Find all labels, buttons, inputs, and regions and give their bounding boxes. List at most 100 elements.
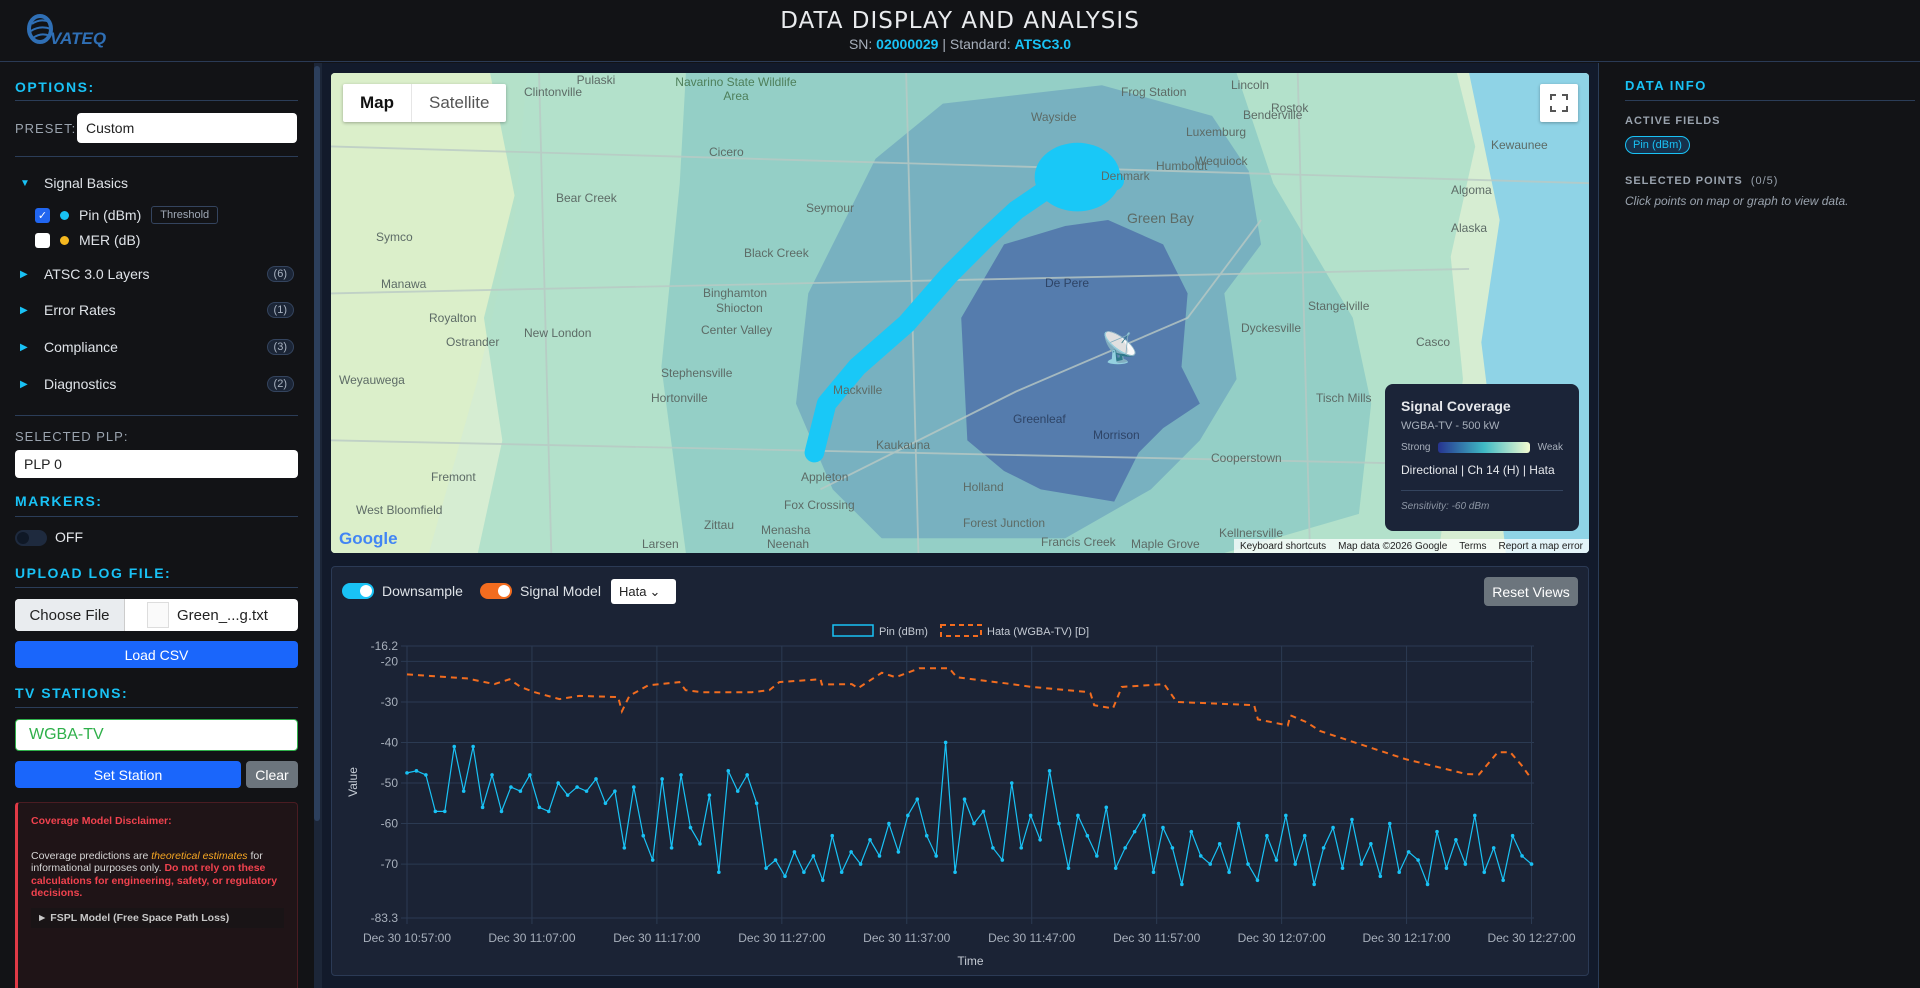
fullscreen-icon bbox=[1550, 94, 1568, 112]
choose-file-button[interactable]: Choose File bbox=[15, 599, 125, 631]
pin-data-point bbox=[754, 801, 759, 806]
map-town: Stephensville bbox=[661, 366, 733, 380]
satellite-tab[interactable]: Satellite bbox=[429, 93, 490, 112]
pin-data-point bbox=[509, 785, 513, 789]
pin-data-point bbox=[641, 833, 646, 838]
terms-link[interactable]: Terms bbox=[1459, 540, 1487, 552]
x-tick-label: Dec 30 12:17:00 bbox=[1363, 931, 1451, 945]
divider bbox=[15, 516, 298, 517]
pin-checkbox[interactable]: ✓ bbox=[35, 207, 50, 223]
map-town: Forest Junction bbox=[963, 516, 1046, 530]
active-field-pill[interactable]: Pin (dBm) bbox=[1625, 136, 1690, 154]
preset-select[interactable]: Custom bbox=[77, 113, 297, 143]
pin-data-point bbox=[1444, 866, 1449, 870]
sidebar-scroll-thumb[interactable] bbox=[314, 66, 320, 821]
mer-checkbox[interactable] bbox=[35, 232, 50, 248]
field-pin[interactable]: ✓ Pin (dBm) Threshold bbox=[35, 206, 275, 224]
pin-data-point bbox=[433, 809, 438, 814]
divider bbox=[15, 156, 298, 157]
map-canvas bbox=[331, 73, 1589, 553]
station-input[interactable]: WGBA-TV bbox=[15, 719, 298, 751]
pin-data-point bbox=[1236, 821, 1241, 826]
logo-text: VATEQ bbox=[50, 29, 106, 48]
disclaimer-text: Coverage predictions are theoretical est… bbox=[31, 850, 284, 900]
group-label: Error Rates bbox=[44, 302, 116, 318]
pin-data-point bbox=[820, 878, 825, 883]
map-tab[interactable]: Map bbox=[343, 84, 412, 122]
set-station-button[interactable]: Set Station bbox=[15, 761, 241, 788]
pin-data-point bbox=[1113, 866, 1118, 870]
x-tick-label: Dec 30 11:07:00 bbox=[488, 931, 576, 945]
group-signal-basics[interactable]: ▼ Signal Basics bbox=[20, 175, 294, 191]
group-atsc-layers[interactable]: ▶ ATSC 3.0 Layers (6) bbox=[20, 266, 294, 282]
pin-data-point bbox=[735, 789, 740, 793]
pin-data-point bbox=[650, 858, 655, 862]
fullscreen-button[interactable] bbox=[1540, 84, 1578, 122]
file-input[interactable]: Choose File Green_...g.txt bbox=[15, 599, 298, 631]
pin-data-point bbox=[1491, 846, 1496, 850]
pin-data-point bbox=[480, 805, 485, 810]
signal-chart[interactable]: -16.2-20 -30 -40 -50 -60 -70 -83.3 Dec 30 10:57… bbox=[331, 566, 1589, 976]
caret-right-icon: ▶ bbox=[20, 268, 28, 280]
emphasis: theoretical estimates bbox=[151, 849, 248, 862]
caret-down-icon: ▼ bbox=[20, 177, 30, 189]
map-town: Benderville bbox=[1243, 108, 1303, 122]
mer-color-dot bbox=[60, 235, 69, 245]
file-name: Green_...g.txt bbox=[177, 606, 268, 624]
y-tick-label: -40 bbox=[381, 735, 399, 749]
map-town: Algoma bbox=[1451, 183, 1492, 197]
load-csv-button[interactable]: Load CSV bbox=[15, 641, 298, 668]
signal-model-select[interactable]: Hata ⌄ bbox=[611, 579, 676, 604]
count-badge: (3) bbox=[266, 339, 294, 355]
map-town: Clintonville bbox=[524, 85, 583, 99]
map-town: Manawa bbox=[381, 277, 427, 291]
pin-data-point bbox=[1416, 858, 1420, 862]
legend-label-pin: Pin (dBm) bbox=[879, 626, 928, 638]
markers-toggle[interactable] bbox=[15, 530, 47, 546]
downsample-label: Downsample bbox=[382, 583, 463, 599]
pin-data-point bbox=[1028, 813, 1033, 818]
pin-data-point bbox=[1529, 862, 1534, 866]
pin-data-point bbox=[452, 744, 457, 749]
group-compliance[interactable]: ▶ Compliance (3) bbox=[20, 339, 294, 355]
coverage-map[interactable]: Clintonville Bear Creek Cicero Seymour B… bbox=[331, 73, 1589, 553]
map-town: Kaukauna bbox=[876, 438, 931, 452]
map-town: Appleton bbox=[801, 470, 849, 484]
group-error-rates[interactable]: ▶ Error Rates (1) bbox=[20, 302, 294, 318]
clear-button[interactable]: Clear bbox=[246, 761, 298, 788]
pin-data-point bbox=[1302, 833, 1307, 838]
track-cluster[interactable] bbox=[1034, 142, 1121, 212]
page-title: DATA DISPLAY AND ANALYSIS bbox=[780, 8, 1140, 34]
reset-views-button[interactable]: Reset Views bbox=[1484, 577, 1578, 606]
group-diagnostics[interactable]: ▶ Diagnostics (2) bbox=[20, 376, 294, 392]
pin-data-point bbox=[1038, 837, 1042, 842]
pin-data-point bbox=[783, 874, 787, 879]
pin-data-point bbox=[1208, 862, 1213, 866]
divider bbox=[15, 707, 298, 708]
selection-hint: Click points on map or graph to view dat… bbox=[1625, 194, 1849, 208]
transmitter-marker-icon[interactable]: 📡 bbox=[1101, 332, 1139, 365]
pin-data-point bbox=[887, 821, 891, 826]
threshold-button[interactable]: Threshold bbox=[151, 206, 219, 224]
fspl-model-toggle[interactable]: ► FSPL Model (Free Space Path Loss) bbox=[31, 907, 284, 928]
label: SELECTED POINTS bbox=[1625, 175, 1743, 187]
map-town: Frog Station bbox=[1121, 85, 1187, 99]
legend-swatch-hata bbox=[940, 624, 982, 637]
signal-model-label: Signal Model bbox=[520, 583, 601, 599]
keyboard-shortcuts-link[interactable]: Keyboard shortcuts bbox=[1239, 540, 1327, 552]
map-town: Stangelville bbox=[1308, 299, 1370, 313]
map-town: Fox Crossing bbox=[784, 498, 855, 512]
signal-model-toggle[interactable] bbox=[480, 583, 512, 599]
downsample-toggle[interactable] bbox=[342, 583, 374, 599]
caret-right-icon: ▶ bbox=[20, 304, 28, 316]
pin-data-point bbox=[981, 809, 986, 814]
report-error-link[interactable]: Report a map error bbox=[1498, 540, 1583, 552]
pin-data-point bbox=[1369, 842, 1373, 846]
pin-data-point bbox=[924, 833, 929, 838]
pin-data-point bbox=[414, 769, 419, 773]
plp-select[interactable]: PLP 0 bbox=[15, 450, 298, 478]
map-town: Kellnersville bbox=[1219, 526, 1284, 540]
map-town: Fremont bbox=[431, 470, 476, 484]
field-mer[interactable]: MER (dB) bbox=[35, 232, 275, 248]
coverage-gradient bbox=[1438, 442, 1530, 453]
